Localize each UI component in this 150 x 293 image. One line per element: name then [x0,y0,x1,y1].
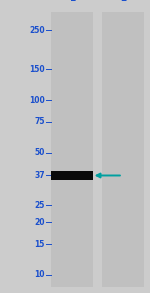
Text: 25: 25 [35,201,45,210]
Text: 250: 250 [29,26,45,35]
Text: 2: 2 [120,0,126,3]
Text: 20: 20 [34,218,45,227]
Text: 150: 150 [29,65,45,74]
Text: 50: 50 [35,148,45,157]
Bar [102,12,144,287]
Text: 37: 37 [34,171,45,180]
Text: 10: 10 [34,270,45,279]
Text: 15: 15 [35,239,45,248]
Bar [51,171,93,180]
Text: 100: 100 [29,96,45,105]
Text: 1: 1 [69,0,75,3]
Text: 75: 75 [34,117,45,126]
Bar [51,12,93,287]
